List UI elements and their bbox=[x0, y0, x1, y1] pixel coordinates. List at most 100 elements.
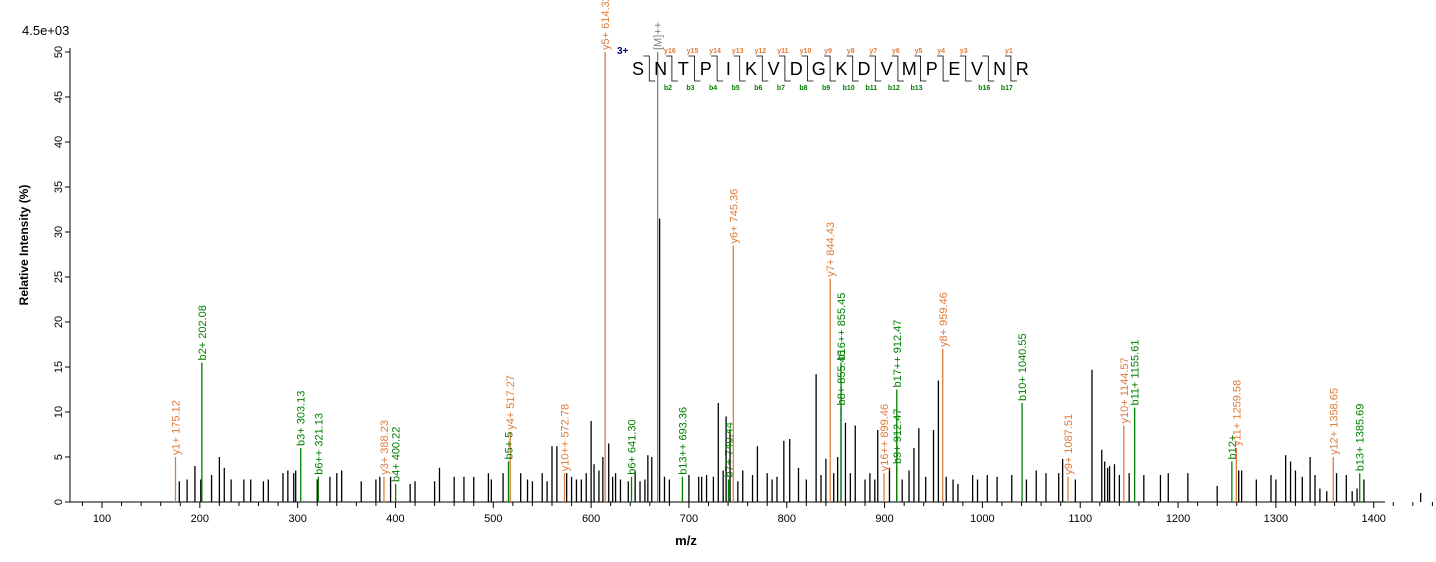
x-tick-label: 800 bbox=[778, 513, 796, 525]
y-ion-tag: y15 bbox=[687, 48, 699, 55]
y-axis-label: Relative Intensity (%) bbox=[17, 185, 31, 306]
charge-state: 3+ bbox=[617, 46, 629, 57]
sequence-residue: D bbox=[790, 59, 803, 79]
x-tick-label: 100 bbox=[93, 513, 111, 525]
y-ion-tag: y13 bbox=[732, 48, 744, 55]
b-ion-tag: b4 bbox=[709, 85, 717, 92]
y-ion-label: y5+ 614.32 bbox=[600, 0, 612, 50]
sequence-residue: T bbox=[678, 59, 689, 79]
cleavage-bracket bbox=[778, 55, 791, 82]
cleavage-bracket bbox=[914, 55, 927, 82]
cleavage-bracket bbox=[1004, 55, 1017, 82]
x-tick-label: 700 bbox=[680, 513, 698, 525]
y-ion-tag: y6 bbox=[892, 48, 900, 55]
x-tick-label: 1300 bbox=[1264, 513, 1288, 525]
x-tick-label: 600 bbox=[582, 513, 600, 525]
y-tick-label: 35 bbox=[53, 181, 65, 193]
y-ion-label: y4+ 517.27 bbox=[505, 375, 517, 430]
y-ion-tag: y7 bbox=[869, 48, 877, 55]
y-ion-label: y12+ 1358.65 bbox=[1328, 388, 1340, 455]
x-tick-label: 500 bbox=[484, 513, 502, 525]
y-ion-label: y7+ 844.43 bbox=[825, 222, 837, 277]
y-ion-label: y1+ 175.12 bbox=[170, 400, 182, 455]
b-ion-label: b3+ 303.13 bbox=[296, 391, 308, 446]
sequence-residue: N bbox=[654, 59, 667, 79]
sequence-residue: V bbox=[768, 59, 780, 79]
sequence-residue: R bbox=[1016, 59, 1029, 79]
y-ion-label: y10+ 1144.57 bbox=[1119, 357, 1131, 423]
y-tick-label: 20 bbox=[53, 316, 65, 328]
cleavage-bracket bbox=[665, 55, 678, 82]
b-ion-label: b2+ 202.08 bbox=[197, 305, 209, 360]
x-tick-label: 900 bbox=[875, 513, 893, 525]
y-tick-label: 0 bbox=[53, 499, 65, 505]
cleavage-bracket bbox=[937, 55, 950, 82]
b-ion-label: b16++ 855.45 bbox=[836, 293, 848, 361]
b-ion-label: b5+ 5 bbox=[503, 432, 515, 460]
y-ion-tag: y9 bbox=[824, 48, 832, 55]
y-ion-label: y3+ 388.23 bbox=[379, 420, 391, 475]
cleavage-bracket bbox=[824, 55, 837, 82]
y-ion-label: y9+ 1087.51 bbox=[1063, 414, 1075, 475]
cleavage-bracket bbox=[643, 55, 656, 82]
cleavage-bracket bbox=[711, 55, 724, 82]
b-ion-tag: b8 bbox=[799, 85, 807, 92]
y-ion-tag: y1 bbox=[1005, 48, 1013, 55]
b-ion-tag: b11 bbox=[865, 85, 877, 92]
x-tick-label: 1400 bbox=[1361, 513, 1385, 525]
y-ion-tag: y12 bbox=[754, 48, 766, 55]
intensity-scale-label: 4.5e+03 bbox=[22, 23, 70, 38]
y-tick-label: 5 bbox=[53, 454, 65, 460]
b-ion-label: b6+ 641.30 bbox=[627, 419, 639, 474]
b-ion-label: b6++ 321.13 bbox=[313, 413, 325, 475]
x-tick-label: 1100 bbox=[1068, 513, 1092, 525]
b-ion-tag: b2 bbox=[664, 85, 672, 92]
sequence-residue: G bbox=[812, 59, 826, 79]
y-tick-label: 10 bbox=[53, 406, 65, 418]
y-tick-label: 50 bbox=[53, 46, 65, 58]
x-axis-label: m/z bbox=[675, 533, 697, 548]
b-ion-label: b17++ 912.47 bbox=[892, 320, 904, 388]
b-ion-tag: b12 bbox=[888, 85, 900, 92]
y-ion-tag: y4 bbox=[937, 48, 945, 55]
y-ion-label: y6+ 745.36 bbox=[728, 189, 740, 244]
sequence-residue: M bbox=[902, 59, 917, 79]
sequence-residue: E bbox=[948, 59, 960, 79]
x-tick-label: 400 bbox=[386, 513, 404, 525]
y-ion-tag: y8 bbox=[847, 48, 855, 55]
y-ion-tag: y14 bbox=[709, 48, 721, 55]
b-ion-label: b7+ 740.44 bbox=[724, 422, 736, 477]
b-ion-label: b4+ 400.22 bbox=[391, 427, 403, 482]
peaks bbox=[174, 52, 1422, 502]
b-ion-tag: b5 bbox=[732, 85, 740, 92]
b-ion-tag: b17 bbox=[1001, 85, 1013, 92]
y-ion-label: y8+ 959.46 bbox=[938, 292, 950, 347]
b-ion-tag: b9 bbox=[822, 85, 830, 92]
precursor-ion-label: [M]++ bbox=[653, 22, 665, 50]
x-tick-label: 300 bbox=[288, 513, 306, 525]
sequence-residue: I bbox=[726, 59, 731, 79]
cleavage-bracket bbox=[688, 55, 701, 82]
b-ion-tag: b7 bbox=[777, 85, 785, 92]
b-ion-label: b12+ bbox=[1227, 435, 1239, 460]
b-ion-tag: b16 bbox=[978, 85, 990, 92]
cleavage-bracket bbox=[756, 55, 769, 82]
b-ion-label: b13++ 693.36 bbox=[677, 407, 689, 475]
cleavage-bracket bbox=[869, 55, 882, 82]
b-ion-label: b8+ 855.45 bbox=[836, 350, 848, 405]
y-ion-tag: y5 bbox=[915, 48, 923, 55]
sequence-residue: S bbox=[632, 59, 644, 79]
y-tick-label: 25 bbox=[53, 271, 65, 283]
y-tick-label: 30 bbox=[53, 226, 65, 238]
sequence-residue: K bbox=[835, 59, 847, 79]
cleavage-bracket bbox=[846, 55, 859, 82]
sequence-residue: P bbox=[700, 59, 712, 79]
x-tick-label: 1200 bbox=[1166, 513, 1190, 525]
b-ion-label: b9+ 912.47 bbox=[892, 409, 904, 464]
sequence-residue: K bbox=[745, 59, 757, 79]
cleavage-bracket bbox=[801, 55, 814, 82]
y-ion-tag: y16 bbox=[664, 48, 676, 55]
sequence-residue: P bbox=[926, 59, 938, 79]
